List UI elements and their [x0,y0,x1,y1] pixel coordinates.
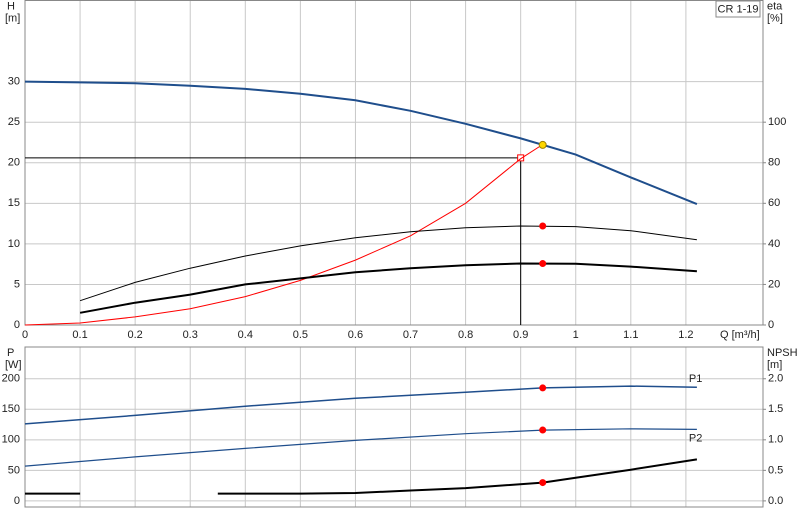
y2-axis-unit: [%] [767,12,783,24]
y-tick-label: 0 [14,495,20,507]
x-axis-label: Q [m³/h] [720,329,760,341]
series-label: P1 [689,373,702,385]
y-axis-label: H [7,0,15,12]
curve [24,80,698,206]
y2-tick-label: 0 [768,319,774,331]
operating-point [538,140,547,149]
x-tick-label: 0.2 [128,329,143,341]
x-tick-label: 0.3 [183,329,198,341]
x-tick-label: 0 [22,329,28,341]
y2-tick-label: 100 [768,116,786,128]
y-tick-label: 10 [8,238,20,250]
operating-point [539,426,547,434]
y-tick-label: 25 [8,116,20,128]
y2-axis-unit: [m] [767,359,782,371]
plot-frame [24,346,764,508]
y2-tick-label: 2.0 [768,373,783,385]
curve [24,385,697,425]
x-tick-label: 1.2 [678,329,693,341]
operating-point [539,384,547,392]
x-tick-label: 1 [573,329,579,341]
curve [24,428,697,467]
y-tick-label: 0 [14,319,20,331]
y2-tick-label: 1.0 [768,434,783,446]
y-tick-label: 50 [8,464,20,476]
y2-tick-label: 0.0 [768,495,783,507]
y2-tick-label: 0.5 [768,464,783,476]
x-tick-label: 0.6 [348,329,363,341]
y2-axis-label: NPSH [767,347,798,359]
plot-frame [24,0,764,326]
y2-tick-label: 40 [768,238,780,250]
duty-point [517,154,525,162]
x-tick-label: 0.9 [513,329,528,341]
y-axis-label: P [7,347,14,359]
y-axis-unit: [W] [5,359,22,371]
x-tick-label: 0.8 [458,329,473,341]
y-tick-label: 20 [8,157,20,169]
curve [79,225,697,302]
y-tick-label: 15 [8,197,20,209]
x-tick-label: 0.7 [403,329,418,341]
chart-title: CR 1-19 [718,3,759,15]
y2-tick-label: 1.5 [768,403,783,415]
y-tick-label: 150 [2,403,20,415]
y2-tick-label: 20 [768,278,780,290]
y2-axis-label: eta [767,0,783,12]
series-label: P2 [689,432,702,444]
title-box [715,0,761,18]
y-tick-label: 5 [14,278,20,290]
x-tick-label: 0.1 [72,329,87,341]
operating-point [539,260,547,268]
y-tick-label: 200 [2,373,20,385]
y2-tick-label: 60 [768,197,780,209]
x-tick-label: 0.5 [293,329,308,341]
curve [79,262,697,314]
x-tick-label: 0.4 [238,329,253,341]
y-axis-unit: [m] [5,12,20,24]
operating-point [539,479,547,487]
y-tick-label: 30 [8,76,20,88]
x-tick-label: 1.1 [623,329,638,341]
curve [24,144,543,326]
y2-tick-label: 80 [768,157,780,169]
operating-point [539,222,547,230]
curve [25,458,698,495]
y-tick-label: 100 [2,434,20,446]
